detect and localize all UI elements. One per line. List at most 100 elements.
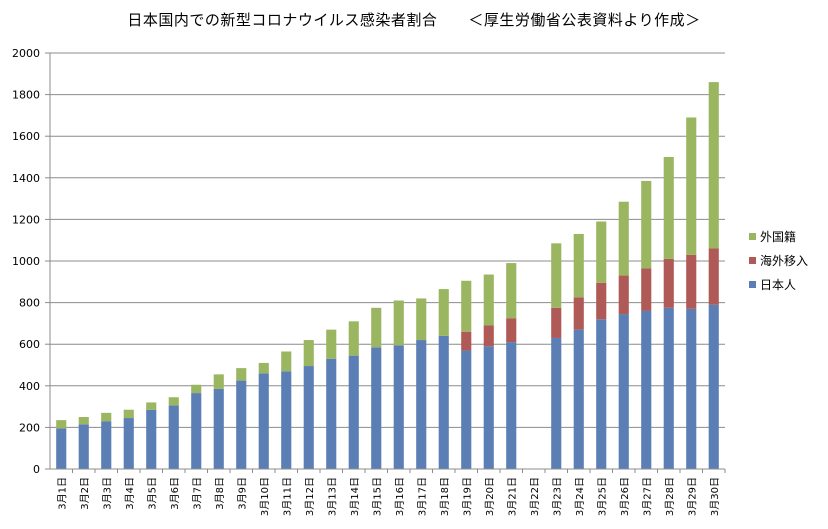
x-tick-label-10: 3月10日 — [259, 477, 271, 516]
bar-3-10 — [258, 362, 269, 374]
x-tick-label-8: 3月8日 — [214, 477, 226, 510]
bar-1-8 — [213, 388, 224, 469]
bar-2-29 — [686, 254, 697, 309]
bar-3-19 — [461, 280, 472, 332]
bar-3-8 — [213, 374, 224, 389]
bar-3-13 — [326, 329, 337, 359]
bar-1-21 — [506, 342, 517, 469]
bar-1-29 — [686, 308, 697, 469]
bar-1-30 — [708, 304, 719, 469]
legend-swatch-1 — [749, 233, 756, 240]
bar-1-3 — [101, 421, 112, 469]
y-tick-label-1600: 1600 — [12, 130, 40, 143]
bar-3-25 — [596, 221, 607, 283]
x-tick-label-22: 3月22日 — [529, 477, 541, 516]
bar-2-23 — [551, 307, 562, 338]
y-tick-label-1000: 1000 — [12, 255, 40, 268]
bar-1-13 — [326, 358, 337, 469]
x-tick-label-29: 3月29日 — [686, 477, 698, 516]
x-tick-label-9: 3月9日 — [236, 477, 248, 510]
y-tick-label-2000: 2000 — [12, 47, 40, 60]
legend-label-2: 海外移入 — [760, 253, 808, 268]
bar-2-21 — [506, 318, 517, 343]
chart-title: 日本国内での新型コロナウイルス感染者割合 ＜厚生労働省公表資料より作成＞ — [127, 11, 701, 29]
y-tick-label-400: 400 — [19, 380, 40, 393]
y-tick-label-1800: 1800 — [12, 89, 40, 102]
bar-2-25 — [596, 282, 607, 320]
bar-1-20 — [483, 346, 494, 469]
x-tick-label-26: 3月26日 — [619, 477, 631, 516]
x-tick-label-23: 3月23日 — [551, 477, 563, 516]
bar-series — [56, 82, 719, 469]
bar-3-28 — [663, 157, 674, 259]
bar-3-18 — [438, 289, 449, 336]
bar-3-4 — [123, 409, 134, 419]
bar-3-30 — [708, 82, 719, 249]
x-tick-label-19: 3月19日 — [461, 477, 473, 516]
bar-3-6 — [168, 397, 179, 406]
x-tick-label-27: 3月27日 — [641, 477, 653, 516]
x-tick-label-4: 3月4日 — [124, 477, 136, 510]
x-tick-label-3: 3月3日 — [101, 477, 113, 510]
x-tick-label-11: 3月11日 — [281, 477, 293, 516]
bar-3-16 — [393, 300, 404, 346]
bar-1-16 — [393, 345, 404, 469]
x-tick-label-25: 3月25日 — [596, 477, 608, 516]
bar-1-6 — [168, 405, 179, 469]
bar-2-20 — [483, 325, 494, 347]
bar-2-26 — [618, 275, 629, 315]
x-tick-label-14: 3月14日 — [349, 477, 361, 516]
bar-1-23 — [551, 337, 562, 469]
bar-3-7 — [191, 384, 202, 394]
legend-swatch-3 — [749, 281, 756, 288]
bar-3-9 — [236, 368, 247, 381]
bar-1-26 — [618, 314, 629, 469]
legend-swatch-2 — [749, 257, 756, 264]
bar-3-20 — [483, 274, 494, 326]
x-tick-label-24: 3月24日 — [574, 477, 586, 516]
x-tick-label-1: 3月1日 — [56, 477, 68, 510]
bar-1-24 — [573, 329, 584, 469]
bar-1-9 — [236, 380, 247, 469]
x-tick-label-30: 3月30日 — [709, 477, 721, 516]
bar-3-1 — [56, 420, 67, 429]
x-tick-label-16: 3月16日 — [394, 477, 406, 516]
bar-3-5 — [146, 402, 157, 410]
bar-3-29 — [686, 117, 697, 255]
bar-1-7 — [191, 393, 202, 469]
legend-label-3: 日本人 — [760, 278, 796, 292]
bar-1-25 — [596, 319, 607, 469]
legend-label-1: 外国籍 — [760, 229, 796, 244]
bar-1-12 — [303, 366, 314, 469]
bar-3-11 — [281, 351, 292, 372]
bar-2-30 — [708, 248, 719, 305]
bar-1-11 — [281, 371, 292, 469]
bar-3-12 — [303, 340, 314, 367]
bar-1-1 — [56, 428, 67, 469]
x-tick-label-13: 3月13日 — [326, 477, 338, 516]
x-tick-label-12: 3月12日 — [304, 477, 316, 516]
bar-1-10 — [258, 373, 269, 469]
bar-2-24 — [573, 297, 584, 330]
bar-1-19 — [461, 350, 472, 469]
bar-1-5 — [146, 409, 157, 469]
y-tick-label-1200: 1200 — [12, 213, 40, 226]
grid-lines — [50, 52, 725, 470]
bar-1-17 — [416, 340, 427, 469]
y-tick-label-600: 600 — [19, 338, 40, 351]
bar-2-19 — [461, 331, 472, 351]
bar-1-2 — [78, 424, 89, 469]
x-tick-label-18: 3月18日 — [439, 477, 451, 516]
bar-1-27 — [641, 310, 652, 469]
x-tick-label-2: 3月2日 — [79, 477, 91, 510]
x-tick-label-7: 3月7日 — [191, 477, 203, 510]
x-tick-label-17: 3月17日 — [416, 477, 428, 516]
axes: 0 200 400 600 800 1000 1200 1400 1600 1800 2000 3月1… — [12, 47, 726, 516]
bar-2-28 — [663, 258, 674, 308]
y-tick-label-200: 200 — [19, 421, 40, 434]
bar-2-27 — [641, 268, 652, 311]
bar-3-27 — [641, 180, 652, 269]
bar-3-2 — [78, 417, 89, 425]
bar-3-24 — [573, 233, 584, 298]
